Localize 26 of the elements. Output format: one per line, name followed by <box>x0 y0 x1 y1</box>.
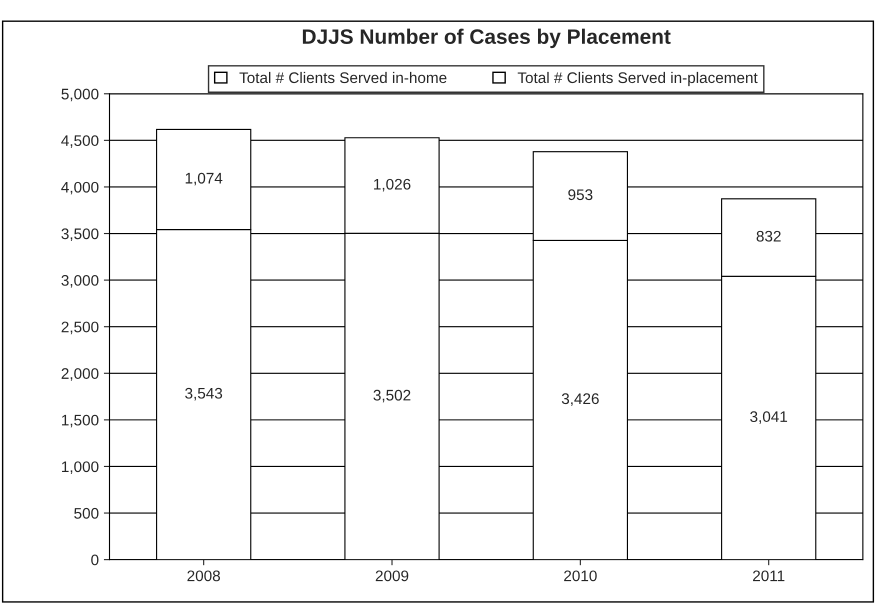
data-label: 953 <box>568 189 592 200</box>
y-tick-label: 4,000 <box>61 182 98 194</box>
y-tick-label: 5,000 <box>61 88 98 102</box>
data-label: 1,074 <box>186 172 222 186</box>
data-label: 3,426 <box>562 393 599 406</box>
y-tick-label: 3,500 <box>61 228 98 242</box>
x-tick-label: 2008 <box>187 570 220 582</box>
y-tick-label: 0 <box>91 554 98 566</box>
chart-title: DJJS Number of Cases by Placement <box>302 28 671 48</box>
data-label: 832 <box>756 230 781 242</box>
y-tick-label: 2,500 <box>62 322 98 334</box>
data-label: 3,543 <box>185 388 222 400</box>
x-tick-label: 2009 <box>376 570 408 582</box>
legend-label: Total # Clients Served in-placement <box>518 72 758 86</box>
y-tick-label: 500 <box>74 508 98 519</box>
y-tick-label: 1,000 <box>62 461 98 474</box>
y-tick-label: 3,000 <box>61 274 98 288</box>
y-tick-label: 2,000 <box>62 368 98 381</box>
y-tick-label: 4,500 <box>61 135 98 148</box>
data-label: 1,026 <box>374 178 410 192</box>
y-tick-label: 1,500 <box>62 414 98 428</box>
x-tick-label: 2011 <box>753 570 784 582</box>
data-label: 3,502 <box>373 390 410 402</box>
legend-label: Total # Clients Served in-home <box>239 72 446 84</box>
data-label: 3,041 <box>750 411 788 424</box>
x-tick-label: 2010 <box>564 570 597 582</box>
